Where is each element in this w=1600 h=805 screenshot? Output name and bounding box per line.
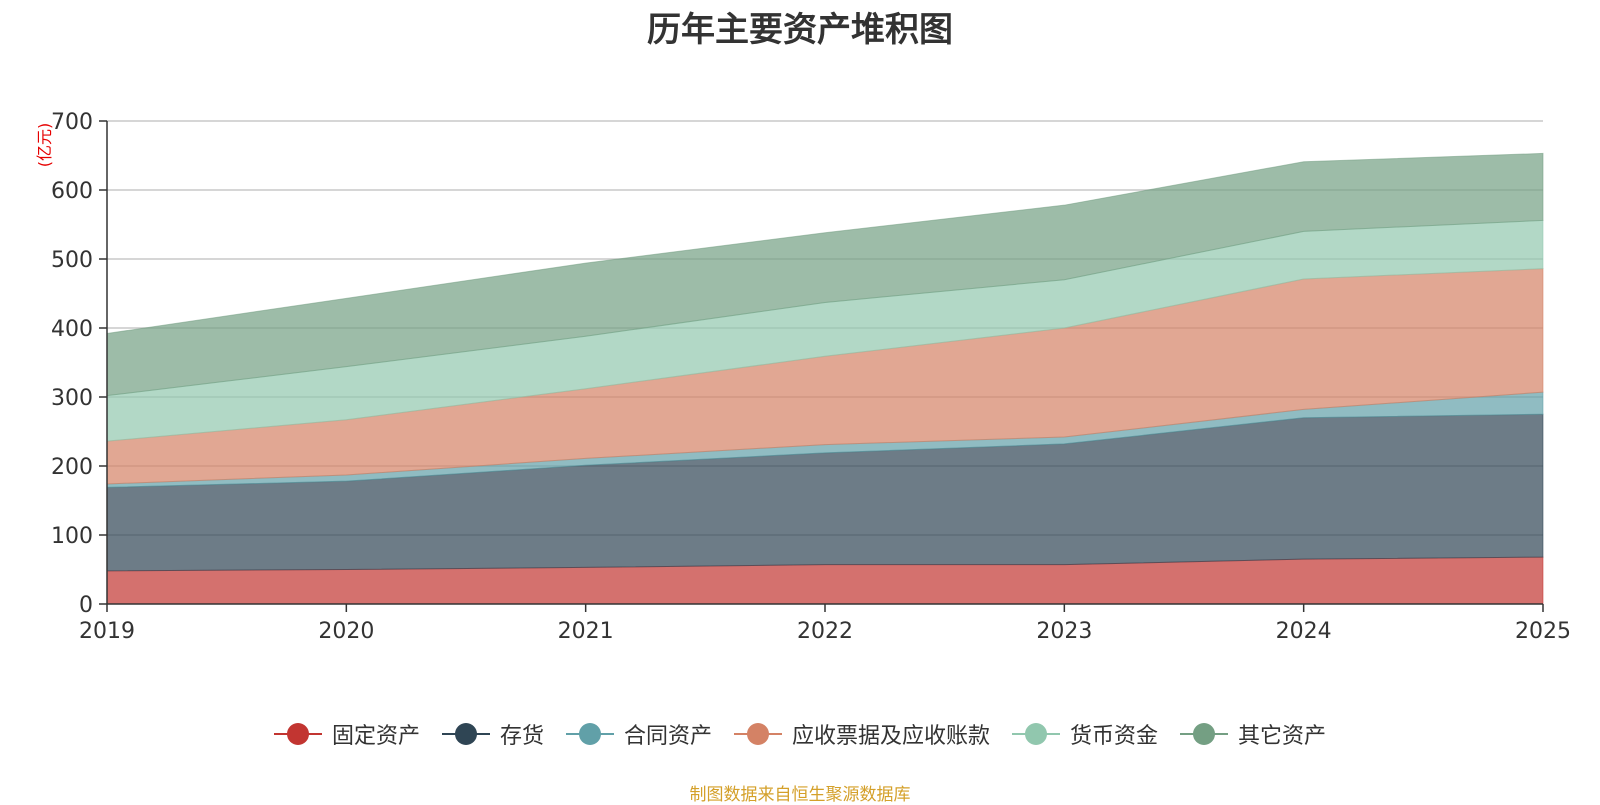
legend-item-2[interactable]: 合同资产 (565, 718, 712, 750)
legend-item-4[interactable]: 货币资金 (1012, 718, 1158, 750)
legend-dot-icon (578, 723, 601, 745)
chart-title: 历年主要资产堆积图 (647, 10, 953, 50)
legend-swatch (565, 722, 614, 746)
legend-item-0[interactable]: 固定资产 (273, 718, 420, 750)
legend: 固定资产 存货 合同资产 应收票据及应收账款 货币资金 其它资产 (0, 718, 1600, 750)
legend-label: 合同资产 (623, 724, 712, 749)
legend-item-3[interactable]: 应收票据及应收账款 (734, 718, 990, 750)
area-layer (106, 152, 1544, 605)
legend-swatch (1012, 722, 1061, 746)
legend-label: 应收票据及应收账款 (792, 724, 991, 749)
legend-item-1[interactable]: 存货 (441, 718, 544, 750)
y-tick-label: 300 (51, 386, 93, 411)
y-tick-label: 200 (51, 455, 93, 480)
axis-layer: 0 100 200 300 400 500 600 700 2019 2020 2021 2022 20… (51, 110, 1571, 644)
legend-dot-icon (1025, 723, 1048, 745)
x-tick-label: 2024 (1276, 619, 1332, 644)
y-tick-label: 0 (79, 593, 93, 618)
legend-item-5[interactable]: 其它资产 (1180, 718, 1326, 750)
source-note: 制图数据来自恒生聚源数据库 (689, 785, 911, 805)
legend-swatch (441, 722, 490, 746)
y-tick-label: 600 (51, 179, 93, 204)
x-tick-label: 2019 (79, 619, 135, 644)
legend-label: 存货 (499, 724, 544, 749)
legend-label: 固定资产 (331, 724, 420, 749)
y-tick-label: 400 (51, 317, 93, 342)
x-tick-label: 2020 (318, 619, 374, 644)
y-tick-label: 500 (51, 248, 93, 273)
y-axis-unit-label: (亿元) (35, 123, 54, 168)
legend-dot-icon (1193, 723, 1216, 745)
legend-dot-icon (286, 723, 309, 745)
area-series-5[interactable] (106, 152, 1544, 397)
legend-dot-icon (747, 723, 769, 745)
legend-swatch (273, 722, 322, 746)
legend-label: 货币资金 (1070, 724, 1159, 749)
legend-swatch (734, 722, 782, 746)
y-tick-label: 100 (51, 524, 93, 549)
legend-swatch (1180, 722, 1229, 746)
legend-dot-icon (454, 723, 477, 745)
x-tick-label: 2023 (1036, 619, 1092, 644)
y-tick-label: 700 (51, 110, 93, 135)
x-tick-label: 2021 (558, 619, 614, 644)
legend-label: 其它资产 (1238, 724, 1327, 749)
x-tick-label: 2025 (1515, 619, 1571, 644)
x-tick-label: 2022 (797, 619, 853, 644)
